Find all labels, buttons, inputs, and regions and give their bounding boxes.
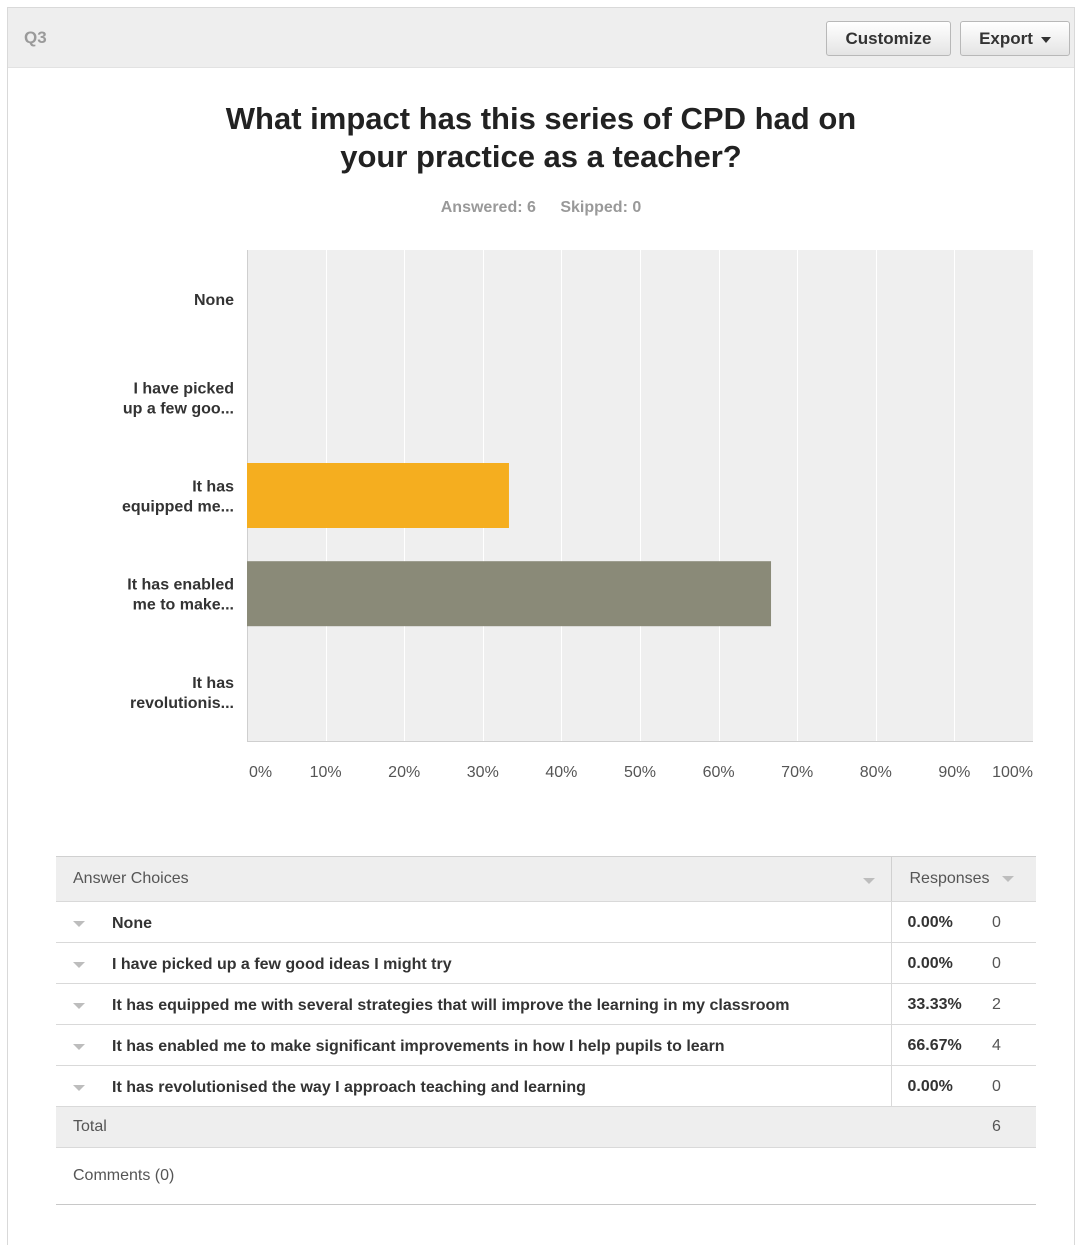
comments-row: Comments (0) [56, 1147, 1036, 1205]
table-row: It has equipped me with several strategi… [56, 983, 1036, 1025]
chevron-down-icon [1040, 36, 1051, 43]
expand-row-icon[interactable] [73, 1085, 85, 1091]
sort-caret-icon[interactable] [862, 878, 875, 884]
x-tick-label: 90% [938, 764, 970, 781]
table-row: It has revolutionised the way I approach… [56, 1065, 1036, 1107]
x-tick-label: 40% [545, 764, 577, 781]
response-count: 0 [976, 1065, 1036, 1107]
bar-chart: None I have picked up a few goo... It has eq… [122, 250, 1034, 781]
response-count: 2 [976, 983, 1036, 1025]
response-percent: 0.00% [890, 901, 976, 943]
customize-button-label: Customize [845, 28, 932, 48]
category-label: I have picked [134, 380, 235, 397]
expand-row-icon[interactable] [73, 1044, 85, 1050]
category-label: up a few goo... [123, 400, 234, 417]
answer-choice-label: None [112, 901, 891, 943]
total-row: Total 6 [56, 1106, 1036, 1148]
total-label: Total [56, 1106, 891, 1148]
expand-row-icon[interactable] [73, 1003, 85, 1009]
response-stats: Answered: 6 Skipped: 0 [8, 199, 1074, 217]
category-label: None [194, 292, 234, 309]
x-tick-label: 50% [624, 764, 656, 781]
answered-count: Answered: 6 [440, 199, 536, 216]
bar [247, 463, 509, 528]
response-count: 0 [976, 942, 1036, 984]
question-title: What impact has this series of CPD had o… [8, 100, 1074, 176]
category-label: equipped me... [122, 499, 234, 516]
expand-row-icon[interactable] [73, 921, 85, 927]
x-tick-label: 20% [388, 764, 420, 781]
answer-choices-header[interactable]: Answer Choices [56, 856, 891, 902]
category-label: It has [192, 675, 234, 692]
response-count: 4 [976, 1024, 1036, 1066]
export-button-label: Export [979, 28, 1033, 48]
answer-choice-label: It has equipped me with several strategi… [112, 983, 891, 1025]
export-button[interactable]: Export [960, 21, 1070, 56]
expand-row-icon[interactable] [73, 962, 85, 968]
category-label: It has [192, 479, 234, 496]
response-percent: 66.67% [890, 1024, 976, 1066]
question-number: Q3 [24, 28, 47, 47]
x-tick-label: 80% [860, 764, 892, 781]
category-label: me to make... [133, 597, 234, 614]
customize-button[interactable]: Customize [826, 21, 951, 56]
category-label: revolutionis... [130, 695, 234, 712]
x-tick-label: 70% [781, 764, 813, 781]
table-row: None 0.00% 0 [56, 901, 1036, 943]
question-header: Q3 Customize Export [8, 8, 1074, 68]
bar [247, 561, 772, 627]
question-title-line-2: your practice as a teacher? [340, 139, 742, 174]
skipped-count: Skipped: 0 [560, 199, 642, 216]
answer-choices-header-label: Answer Choices [73, 870, 189, 887]
x-tick-label: 30% [467, 764, 499, 781]
answer-table: Answer Choices Responses None 0.00% 0 I … [56, 856, 1036, 1205]
x-tick-label: 10% [310, 764, 342, 781]
answer-choice-label: It has revolutionised the way I approach… [112, 1065, 891, 1107]
response-count: 0 [976, 901, 1036, 943]
responses-header[interactable]: Responses [890, 856, 1036, 902]
responses-header-label: Responses [909, 870, 990, 887]
category-label: It has enabled [127, 577, 234, 594]
question-title-line-1: What impact has this series of CPD had o… [225, 101, 857, 136]
comments-link[interactable]: Comments (0) [56, 1147, 1036, 1205]
x-tick-label: 0% [249, 764, 272, 781]
response-percent: 33.33% [890, 983, 976, 1025]
answer-choice-label: It has enabled me to make significant im… [112, 1024, 891, 1066]
response-percent: 0.00% [890, 942, 976, 984]
table-row: It has enabled me to make significant im… [56, 1024, 1036, 1066]
x-tick-label: 60% [703, 764, 735, 781]
sort-caret-icon[interactable] [1002, 875, 1014, 882]
x-tick-label: 100% [992, 764, 1033, 781]
total-value: 6 [976, 1106, 1036, 1148]
answer-choice-label: I have picked up a few good ideas I migh… [112, 942, 891, 984]
table-row: I have picked up a few good ideas I migh… [56, 942, 1036, 984]
response-percent: 0.00% [890, 1065, 976, 1107]
